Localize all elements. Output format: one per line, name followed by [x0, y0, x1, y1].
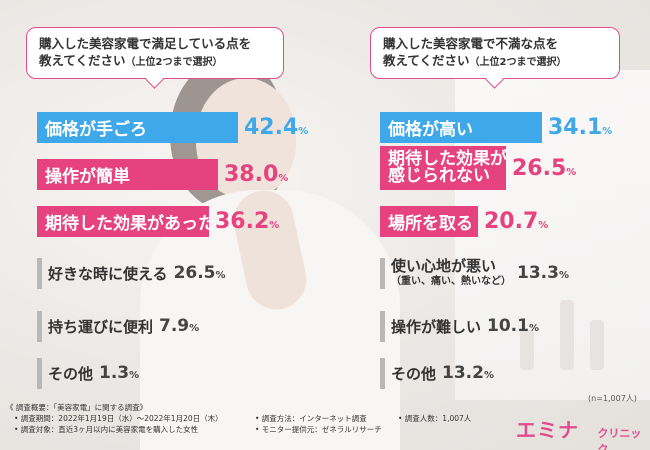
satisfaction-row: 価格が手ごろ 42.4% [37, 110, 308, 144]
satisfaction-value-label: 1.3% [99, 363, 139, 383]
dissatisfaction-value-unit: % [528, 323, 539, 334]
logo-sub-text: クリニック [597, 427, 642, 450]
left-question-note: （上位2つまで選択） [125, 57, 223, 68]
survey-period: • 調査期間：2022年1月19日（水）～2022年1月20日（木） [14, 414, 223, 423]
dissatisfaction-value-label: 10.1% [487, 316, 539, 336]
survey-method: • 調査方法：インターネット調査 [255, 414, 367, 423]
left-question-line1: 購入した美容家電で満足している点を [39, 36, 252, 51]
dissatisfaction-value-unit: % [558, 270, 569, 281]
clinic-logo: エミナル クリニック [516, 414, 650, 450]
survey-target: • 調査対象：直近3ヶ月以内に美容家電を購入した女性 [14, 425, 199, 434]
dissatisfaction-bar [380, 357, 385, 389]
dissatisfaction-bar-label: 操作が難しい [391, 317, 482, 336]
dissatisfaction-value-number: 20.7 [484, 208, 539, 234]
logo-main-text: エミナル [516, 418, 579, 450]
satisfaction-value-number: 7.9 [159, 316, 190, 336]
dissatisfaction-bar-label: その他 [391, 364, 437, 383]
satisfaction-bar-label: 価格が手ごろ [45, 119, 147, 140]
dissatisfaction-value-number: 13.2 [442, 363, 484, 383]
dissatisfaction-value-label: 13.2% [442, 363, 494, 383]
satisfaction-value-label: 42.4% [244, 115, 308, 140]
dissatisfaction-row: 使い心地が悪い （重い、痛い、熱いなど） 13.3% [380, 256, 569, 290]
satisfaction-value-unit: % [129, 370, 140, 381]
dissatisfaction-bar: 場所を取る [380, 205, 478, 237]
dissatisfaction-row: 期待した効果が 感じられない 26.5% [380, 146, 576, 190]
satisfaction-value-label: 7.9% [159, 316, 199, 336]
right-question-note: （上位2つまで選択） [469, 57, 567, 68]
dissatisfaction-bar: 価格が高い [380, 111, 542, 143]
right-question-line2: 教えてください [383, 53, 470, 68]
dissatisfaction-row: 操作が難しい 10.1% [380, 309, 539, 343]
satisfaction-bar-label: 操作が簡単 [45, 166, 130, 187]
dissatisfaction-bar-label: （重い、痛い、熱いなど） [391, 276, 511, 287]
satisfaction-value-unit: % [215, 270, 226, 281]
satisfaction-value-label: 26.5% [174, 263, 226, 283]
survey-heading: 《 調査概要：「美容家電」に関する調査》 [6, 403, 148, 412]
satisfaction-bar [37, 257, 42, 289]
satisfaction-row: 期待した効果があった 36.2% [37, 204, 279, 238]
satisfaction-bar [37, 310, 42, 342]
right-question-bubble: 購入した美容家電で不満な点を 教えてください（上位2つまで選択） [370, 27, 620, 79]
left-question-line2: 教えてください [39, 53, 126, 68]
sample-size-label: (n=1,007人) [588, 394, 637, 403]
satisfaction-value-number: 42.4 [244, 114, 299, 140]
satisfaction-bar [37, 357, 42, 389]
dissatisfaction-value-label: 26.5% [512, 156, 576, 181]
dissatisfaction-value-label: 34.1% [548, 115, 612, 140]
satisfaction-bar-label: 持ち運びに便利 [48, 317, 154, 336]
satisfaction-value-unit: % [189, 323, 200, 334]
dissatisfaction-bar [380, 310, 385, 342]
dissatisfaction-bar-label: 価格が高い [388, 119, 473, 140]
dissatisfaction-value-unit: % [566, 166, 577, 178]
satisfaction-value-number: 1.3 [99, 363, 130, 383]
satisfaction-value-label: 38.0% [224, 162, 288, 187]
dissatisfaction-value-number: 10.1 [487, 316, 529, 336]
dissatisfaction-value-number: 26.5 [512, 155, 567, 181]
dissatisfaction-value-unit: % [602, 125, 613, 137]
dissatisfaction-bar-label: 使い心地が悪い [391, 257, 497, 275]
dissatisfaction-bar: 期待した効果が 感じられない [380, 146, 507, 190]
satisfaction-row: その他 1.3% [37, 356, 139, 390]
dissatisfaction-bar-label: 期待した効果が [388, 149, 507, 169]
satisfaction-bar: 操作が簡単 [37, 158, 218, 190]
dissatisfaction-value-unit: % [538, 219, 549, 231]
dissatisfaction-bar [380, 257, 385, 289]
satisfaction-value-unit: % [298, 125, 309, 137]
satisfaction-value-number: 26.5 [173, 263, 216, 283]
survey-provider: • モニター提供元：ゼネラルリサーチ [255, 425, 382, 434]
satisfaction-row: 好きな時に使える 26.5% [37, 256, 226, 290]
satisfaction-value-label: 36.2% [215, 209, 279, 234]
dissatisfaction-bar-label: 感じられない [388, 166, 490, 186]
dissatisfaction-value-label: 20.7% [484, 209, 548, 234]
dissatisfaction-value-unit: % [483, 370, 494, 381]
satisfaction-value-number: 36.2 [215, 208, 270, 234]
satisfaction-bar-label: 好きな時に使える [48, 264, 168, 283]
right-question-line1: 購入した美容家電で不満な点を [383, 36, 559, 51]
satisfaction-bar: 期待した効果があった [37, 205, 215, 237]
dissatisfaction-value-label: 13.3% [517, 263, 569, 283]
satisfaction-value-number: 38.0 [224, 161, 279, 187]
satisfaction-row: 操作が簡単 38.0% [37, 157, 288, 191]
dissatisfaction-value-number: 13.3 [517, 263, 559, 283]
satisfaction-row: 持ち運びに便利 7.9% [37, 309, 199, 343]
dissatisfaction-row: 価格が高い 34.1% [380, 110, 612, 144]
dissatisfaction-row: その他 13.2% [380, 356, 494, 390]
survey-count: • 調査人数：1,007人 [398, 414, 472, 423]
satisfaction-bar: 価格が手ごろ [37, 111, 238, 143]
satisfaction-bar-label: 期待した効果があった [45, 213, 215, 234]
satisfaction-value-unit: % [278, 172, 289, 184]
dissatisfaction-row: 場所を取る 20.7% [380, 204, 548, 238]
dissatisfaction-bar-label: 場所を取る [388, 213, 473, 234]
left-question-bubble: 購入した美容家電で満足している点を 教えてください（上位2つまで選択） [26, 27, 284, 79]
dissatisfaction-value-number: 34.1 [548, 114, 603, 140]
satisfaction-value-unit: % [269, 219, 280, 231]
satisfaction-bar-label: その他 [48, 364, 94, 383]
